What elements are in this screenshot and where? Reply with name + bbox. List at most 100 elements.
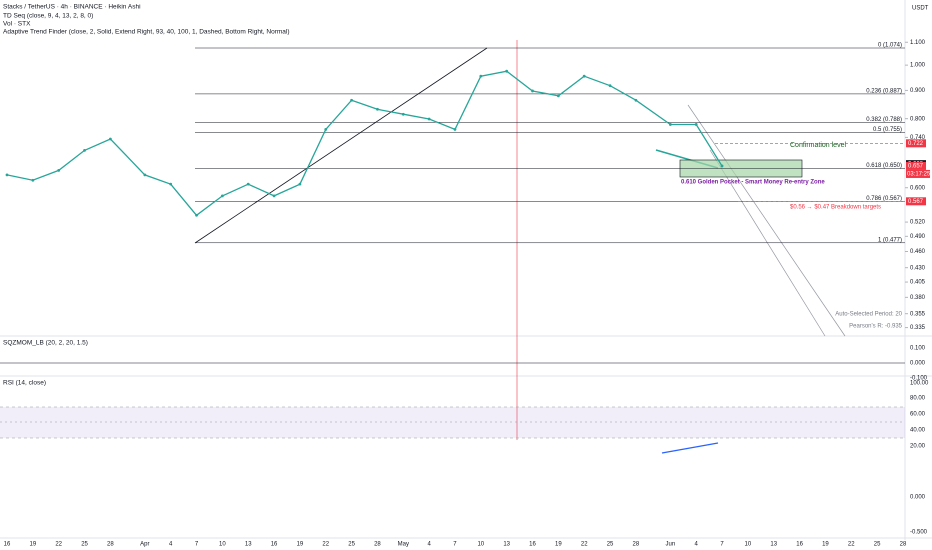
price-point bbox=[505, 69, 509, 73]
y-tick-label: 0.490 bbox=[910, 234, 926, 240]
price-point bbox=[376, 107, 379, 111]
price-point bbox=[531, 89, 534, 93]
x-tick-label: 22 bbox=[55, 542, 62, 548]
axis-label: 0.000 bbox=[910, 495, 926, 501]
rsi-band bbox=[0, 407, 905, 438]
axis-label: 60.00 bbox=[910, 412, 926, 418]
axis-label: 100.00 bbox=[910, 381, 929, 387]
y-tick-label: 0.520 bbox=[910, 220, 926, 226]
x-tick-label: 4 bbox=[427, 542, 431, 548]
y-tick-label: 0.900 bbox=[910, 88, 926, 94]
x-tick-label: Jun bbox=[666, 542, 676, 548]
x-tick-label: 28 bbox=[633, 542, 640, 548]
price-point bbox=[246, 182, 250, 186]
price-tag bbox=[906, 197, 926, 206]
axis-label: 40.00 bbox=[910, 428, 926, 434]
price-tag-label: 0.567 bbox=[908, 199, 924, 205]
annotation: Auto-Selected Period: 20 bbox=[835, 312, 902, 318]
x-tick-label: 13 bbox=[503, 542, 510, 548]
divergence-line bbox=[661, 442, 719, 454]
annotation: 0.610 Golden Pocket - Smart Money Re-ent… bbox=[681, 180, 825, 186]
trend-line bbox=[194, 47, 488, 244]
price-tag-label: 0.657 bbox=[908, 164, 924, 170]
price-point bbox=[298, 182, 302, 186]
x-tick-label: 13 bbox=[245, 542, 252, 548]
price-point bbox=[143, 173, 147, 177]
price-point bbox=[634, 98, 638, 102]
x-tick-label: 7 bbox=[195, 542, 199, 548]
x-tick-label: 7 bbox=[720, 542, 724, 548]
axis-label: 0.000 bbox=[910, 361, 926, 367]
price-point bbox=[350, 98, 353, 102]
x-tick-label: 22 bbox=[581, 542, 588, 548]
x-tick-label: 19 bbox=[30, 542, 37, 548]
fib-label: 0.236 (0.887) bbox=[866, 88, 902, 94]
x-tick-label: 4 bbox=[169, 542, 173, 548]
channel-line bbox=[687, 104, 846, 337]
x-tick-label: 7 bbox=[453, 542, 457, 548]
price-point bbox=[324, 128, 328, 131]
axis-label: 20.00 bbox=[910, 444, 926, 450]
y-tick-label: 0.740 bbox=[910, 135, 926, 141]
annotation: $0.56 → $0.47 Breakdown targets bbox=[790, 205, 881, 211]
symbol-title: Stacks / TetherUS · 4h · BINANCE · Heiki… bbox=[3, 4, 141, 11]
fib-label: 0.618 (0.650) bbox=[866, 163, 902, 169]
indicator: Adaptive Trend Finder (close, 2, Solid, … bbox=[3, 29, 290, 36]
price-point bbox=[556, 94, 560, 98]
fib-label: 0.5 (0.755) bbox=[873, 127, 902, 133]
annotation: Pearson's R: -0.935 bbox=[849, 324, 903, 330]
axis-label: -0.100 bbox=[910, 376, 928, 382]
x-tick-label: 25 bbox=[348, 542, 355, 548]
price-point bbox=[57, 168, 61, 172]
y-tick-label: 0.405 bbox=[910, 280, 926, 286]
price-tag bbox=[906, 161, 926, 170]
price-point bbox=[694, 123, 698, 126]
price-point bbox=[479, 74, 483, 78]
annotation: Confirmation level bbox=[790, 142, 846, 149]
x-tick-label: 10 bbox=[745, 542, 752, 548]
price-point bbox=[195, 213, 198, 217]
x-tick-label: 16 bbox=[796, 542, 803, 548]
x-tick-label: 10 bbox=[219, 542, 226, 548]
y-tick-label: 0.380 bbox=[910, 295, 926, 301]
y-tick-label: 0.335 bbox=[910, 325, 926, 331]
y-tick-label: 1.000 bbox=[910, 63, 926, 69]
axis-label: -0.500 bbox=[910, 530, 928, 536]
price-tag bbox=[906, 139, 926, 148]
price-point bbox=[453, 128, 457, 131]
price-point bbox=[720, 164, 724, 168]
y-tick-label: 0.430 bbox=[910, 265, 926, 271]
axis-label: 0.100 bbox=[910, 346, 926, 352]
price-point bbox=[169, 182, 173, 186]
x-tick-label: 4 bbox=[695, 542, 699, 548]
x-tick-label: 16 bbox=[271, 542, 278, 548]
x-tick-label: 22 bbox=[322, 542, 329, 548]
x-tick-label: 25 bbox=[874, 542, 881, 548]
x-tick-label: 16 bbox=[4, 542, 11, 548]
x-tick-label: 25 bbox=[81, 542, 88, 548]
price-tag-label: 0.722 bbox=[908, 141, 924, 147]
indicator: Vol · STX bbox=[3, 21, 31, 28]
x-tick-label: 13 bbox=[770, 542, 777, 548]
y-unit: USDT bbox=[912, 6, 929, 12]
price-point bbox=[582, 74, 586, 78]
price-point bbox=[272, 194, 276, 198]
x-tick-label: 22 bbox=[848, 542, 855, 548]
x-tick-label: 28 bbox=[107, 542, 114, 548]
price-point bbox=[5, 173, 9, 177]
y-tick-label: 0.600 bbox=[910, 185, 926, 191]
x-tick-label: 16 bbox=[529, 542, 536, 548]
price-line bbox=[6, 70, 723, 217]
x-tick-label: 28 bbox=[900, 542, 907, 548]
x-tick-label: 25 bbox=[607, 542, 614, 548]
price-point bbox=[668, 123, 672, 126]
fib-label: 0.786 (0.567) bbox=[866, 196, 902, 202]
fib-label: 0.382 (0.788) bbox=[866, 117, 902, 123]
x-tick-label: 10 bbox=[477, 542, 484, 548]
price-point bbox=[31, 178, 35, 182]
y-tick-label: 0.355 bbox=[910, 311, 926, 317]
x-tick-label: 28 bbox=[374, 542, 381, 548]
price-point bbox=[83, 148, 86, 152]
